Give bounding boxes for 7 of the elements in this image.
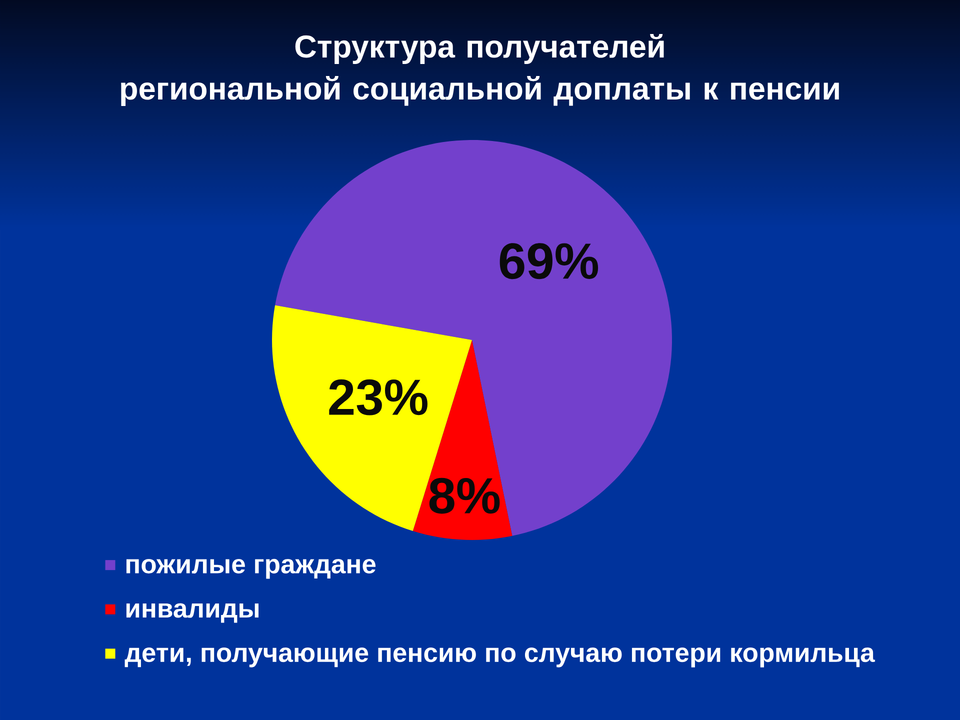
legend-label: дети, получающие пенсию по случаю потери кормильца [124,648,876,668]
data-label: 69% [500,243,598,280]
data-label: 23% [329,379,428,416]
legend-label: пожилые граждане [126,558,376,579]
data-label: 8% [429,478,500,514]
legend-label: инвалиды [126,603,258,623]
chart-title: Структура получателей региональной социальной доплаты к пенсии [121,34,839,106]
